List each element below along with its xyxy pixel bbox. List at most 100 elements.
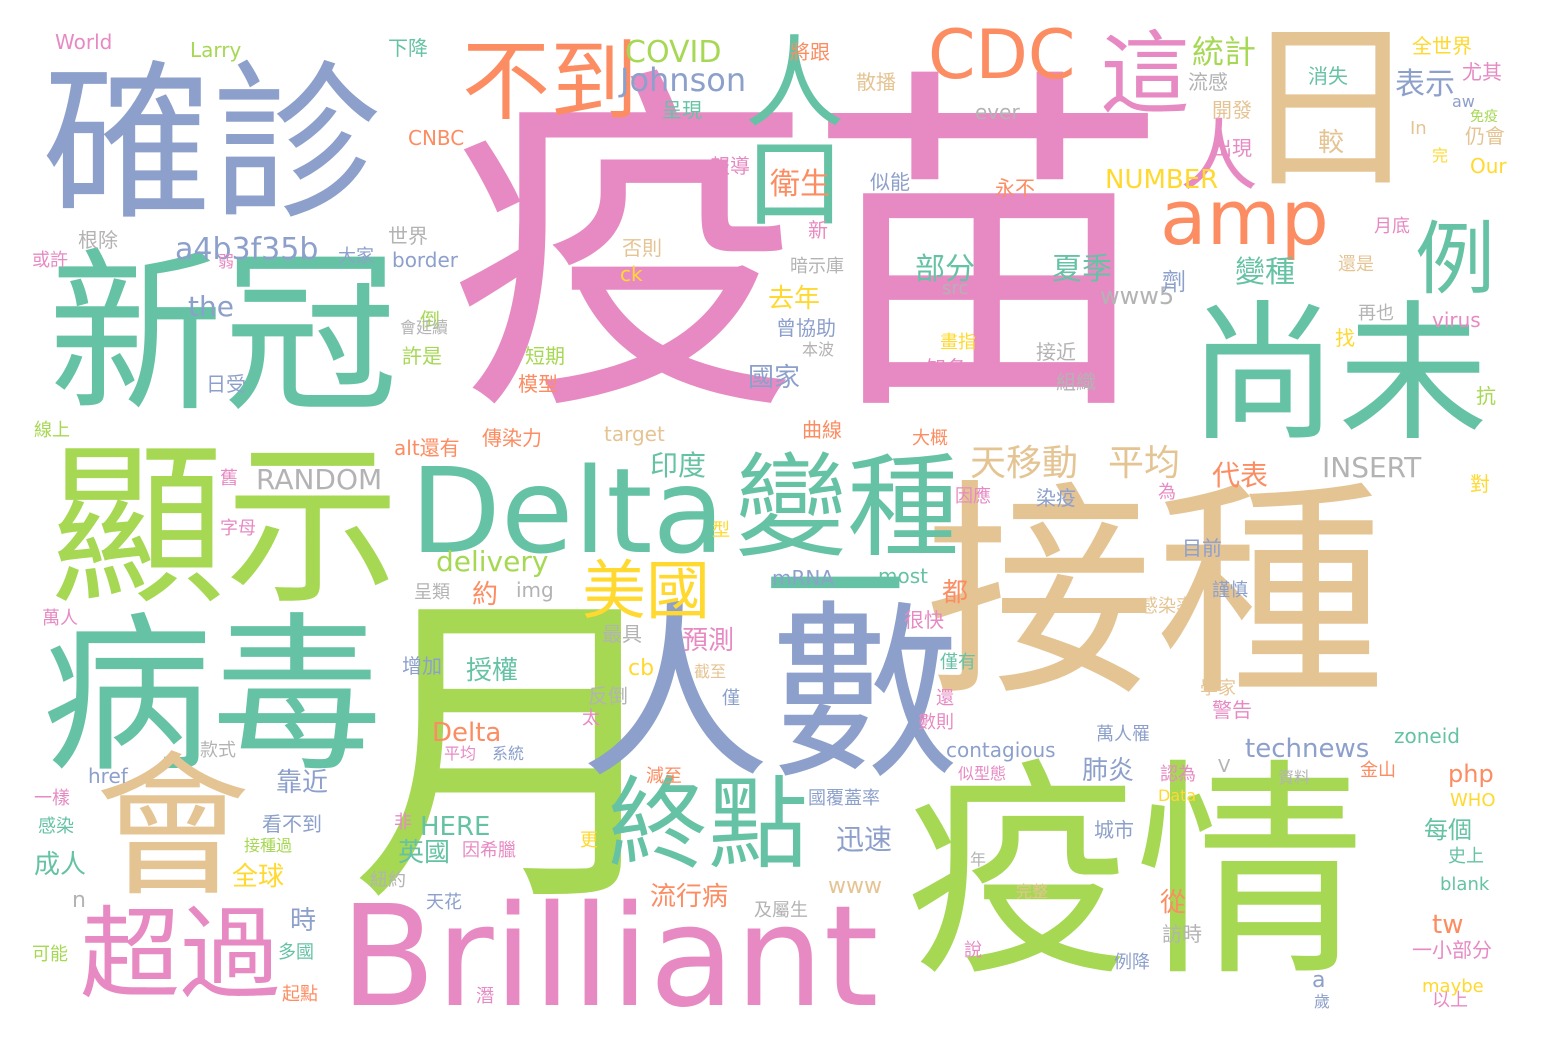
cloud-word: 字母 xyxy=(220,518,256,539)
cloud-word: 較 xyxy=(1318,128,1345,158)
cloud-word: 病毒 xyxy=(42,598,383,796)
cloud-word: Johnson xyxy=(620,61,747,99)
cloud-word: 將跟 xyxy=(790,40,830,64)
cloud-word: 減至 xyxy=(646,766,682,787)
cloud-word: 夏季 xyxy=(1052,252,1112,287)
cloud-word: 人數 xyxy=(580,584,961,805)
cloud-word: 平均 xyxy=(1108,443,1181,484)
cloud-word: 人 xyxy=(1180,112,1259,202)
cloud-word: 曾協助 xyxy=(776,316,836,340)
cloud-word: 潛 xyxy=(476,986,494,1007)
cloud-word: 紐約 xyxy=(370,870,406,891)
cloud-word: 英國 xyxy=(398,838,451,868)
cloud-word: border xyxy=(392,248,459,272)
cloud-word: 感染 xyxy=(38,816,74,837)
cloud-word: 每個 xyxy=(1424,816,1472,844)
cloud-word: 會 xyxy=(95,737,250,918)
cloud-word: 一樣 xyxy=(34,788,70,809)
cloud-word: HERE xyxy=(420,812,491,842)
cloud-word: 永不 xyxy=(995,176,1035,200)
cloud-word: NUMBER xyxy=(1105,165,1219,195)
cloud-word: virus xyxy=(1432,308,1481,332)
cloud-word: cb xyxy=(628,656,655,681)
cloud-word: 都 xyxy=(942,578,969,608)
cloud-word: Brilliant xyxy=(340,876,879,1039)
cloud-word: 訪時 xyxy=(1162,922,1202,946)
cloud-word: alt還有 xyxy=(394,436,460,460)
cloud-word: 款式 xyxy=(200,740,236,761)
cloud-word: 開發 xyxy=(1212,98,1252,122)
cloud-word: 根除 xyxy=(78,228,118,252)
cloud-word: 接近 xyxy=(1036,340,1076,364)
cloud-word: 一 xyxy=(765,508,906,671)
cloud-word: 尤其 xyxy=(1462,60,1502,84)
cloud-word: 短期 xyxy=(525,344,565,368)
cloud-word: 疫情 xyxy=(905,741,1366,1008)
cloud-word: 完 xyxy=(1432,146,1449,165)
cloud-word: WHO xyxy=(1450,790,1496,811)
cloud-word: 抗 xyxy=(1476,384,1496,408)
cloud-word: target xyxy=(604,422,665,446)
cloud-word: 萬人罹 xyxy=(1096,724,1150,745)
cloud-word: delivery xyxy=(436,545,549,578)
cloud-word: 肺炎 xyxy=(1082,756,1135,786)
cloud-word: 全球 xyxy=(232,862,285,892)
cloud-word: 顯示 xyxy=(50,426,400,629)
cloud-word: 數則 xyxy=(918,712,954,733)
cloud-word: technews xyxy=(1245,734,1370,764)
cloud-word: 模型 xyxy=(518,372,558,396)
cloud-word: 新 xyxy=(808,218,828,242)
cloud-word: 傳染力 xyxy=(482,426,542,450)
cloud-word: 約 xyxy=(472,580,499,610)
cloud-word: maybe xyxy=(1422,976,1484,997)
cloud-word: aw xyxy=(1452,92,1475,111)
cloud-word: 對 xyxy=(1470,472,1490,496)
cloud-word: 會延續 xyxy=(400,318,449,337)
cloud-word: Larry xyxy=(190,38,242,62)
cloud-word: 天移動 xyxy=(970,443,1079,484)
cloud-word: 再也 xyxy=(1358,303,1394,324)
cloud-word: 接種過 xyxy=(244,836,293,855)
cloud-word: 預測 xyxy=(682,626,735,656)
cloud-word: 金山 xyxy=(1360,760,1396,781)
cloud-word: 多國 xyxy=(278,942,314,963)
cloud-word: 世界 xyxy=(388,224,428,248)
cloud-word: 接種 xyxy=(925,461,1386,728)
cloud-word: 組織 xyxy=(1056,370,1096,394)
cloud-word: n xyxy=(72,888,86,913)
cloud-word: 呈類 xyxy=(414,582,450,603)
cloud-word: zoneid xyxy=(1394,724,1460,748)
cloud-word: 染疫 xyxy=(1036,486,1076,510)
cloud-word: 全世界 xyxy=(1412,34,1472,58)
cloud-word: 免疫 xyxy=(1470,109,1498,125)
cloud-word: Delta xyxy=(410,442,725,580)
cloud-word: 美國 xyxy=(582,555,710,629)
cloud-word: 大家 xyxy=(338,246,374,267)
cloud-word: 起點 xyxy=(282,984,318,1005)
cloud-word: INSERT xyxy=(1322,451,1422,484)
cloud-word: 或許 xyxy=(32,250,68,271)
cloud-word: a4b3f35b xyxy=(175,232,319,267)
cloud-word: img xyxy=(516,578,554,602)
cloud-word: 增加 xyxy=(402,654,442,678)
cloud-word: 出現 xyxy=(1212,136,1252,160)
cloud-word: 確診 xyxy=(42,46,383,244)
cloud-word: 警告 xyxy=(1212,698,1252,722)
cloud-word: 還 xyxy=(936,688,954,709)
cloud-word: 日受 xyxy=(206,372,246,396)
cloud-word: 因希臘 xyxy=(462,840,516,861)
cloud-word: 許是 xyxy=(402,344,442,368)
cloud-word: 時 xyxy=(290,906,317,936)
cloud-word: RANDOM xyxy=(256,463,383,496)
cloud-word: 以上 xyxy=(1432,990,1468,1011)
cloud-word: 流感 xyxy=(1188,70,1228,94)
cloud-word: 萬人 xyxy=(42,608,78,629)
cloud-word: 很快 xyxy=(904,608,944,632)
cloud-word: 劑 xyxy=(1162,268,1186,296)
cloud-word: 流行病 xyxy=(650,882,729,912)
cloud-word: 這 xyxy=(1100,22,1190,127)
cloud-word: 月 xyxy=(350,563,680,947)
cloud-word: a xyxy=(1312,968,1326,993)
cloud-word: 終點 xyxy=(608,766,808,883)
cloud-word: 歲 xyxy=(1314,992,1331,1011)
